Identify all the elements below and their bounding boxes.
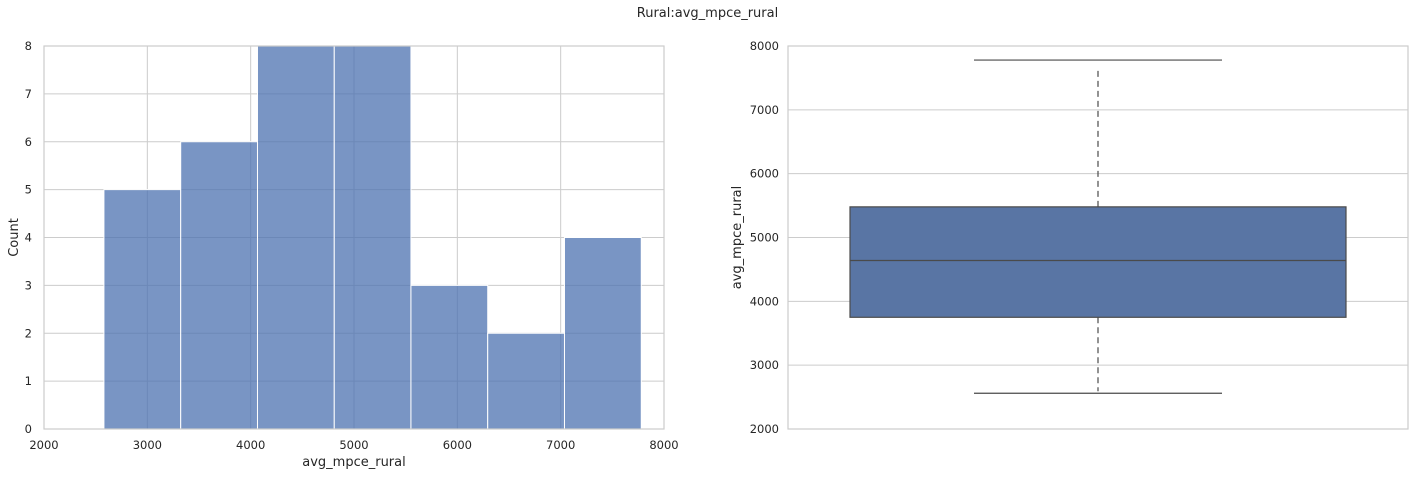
boxplot-y-tick-label: 5000 [750,231,779,245]
histogram-y-tick-label: 2 [25,326,32,340]
histogram-x-tick-label: 2000 [29,438,58,452]
histogram-y-tick-label: 1 [25,374,32,388]
boxplot-box [849,206,1347,318]
histogram-x-tick-label: 6000 [443,438,472,452]
boxplot-y-tick-label: 6000 [750,167,779,181]
histogram-x-tick-label: 5000 [339,438,368,452]
histogram-x-tick-label: 7000 [546,438,575,452]
histogram-bar [256,45,335,430]
histogram-bar [410,284,489,430]
histogram-bar [180,141,258,430]
boxplot-y-axis-label: avg_mpce_rural [730,186,745,289]
histogram-y-tick-label: 8 [25,39,32,53]
histogram-x-axis-label: avg_mpce_rural [302,455,405,470]
histogram-y-tick-label: 0 [25,422,32,436]
histogram-y-tick-label: 6 [25,135,32,149]
histogram-y-tick-label: 3 [25,278,32,292]
boxplot-y-tick-label: 4000 [750,294,779,308]
histogram-y-tick-label: 4 [25,231,32,245]
histogram-y-tick-label: 5 [25,183,32,197]
figure-title: Rural:avg_mpce_rural [636,6,779,21]
boxplot-y-tick-label: 7000 [750,103,779,117]
histogram-x-tick-label: 3000 [133,438,162,452]
histogram-x-tick-label: 4000 [236,438,265,452]
histogram-bar [333,45,412,430]
boxplot-frame [787,45,1409,430]
histogram-y-tick-label: 7 [25,87,32,101]
histogram-bar [487,332,565,430]
boxplot-y-tick-label: 8000 [750,39,779,53]
histogram-bar [563,237,642,430]
histogram-bar [103,189,182,430]
boxplot-y-tick-label: 3000 [750,358,779,372]
boxplot-y-tick-label: 2000 [750,422,779,436]
histogram-x-tick-label: 8000 [649,438,678,452]
histogram-frame [43,45,665,430]
histogram-y-axis-label: Count [7,218,22,257]
